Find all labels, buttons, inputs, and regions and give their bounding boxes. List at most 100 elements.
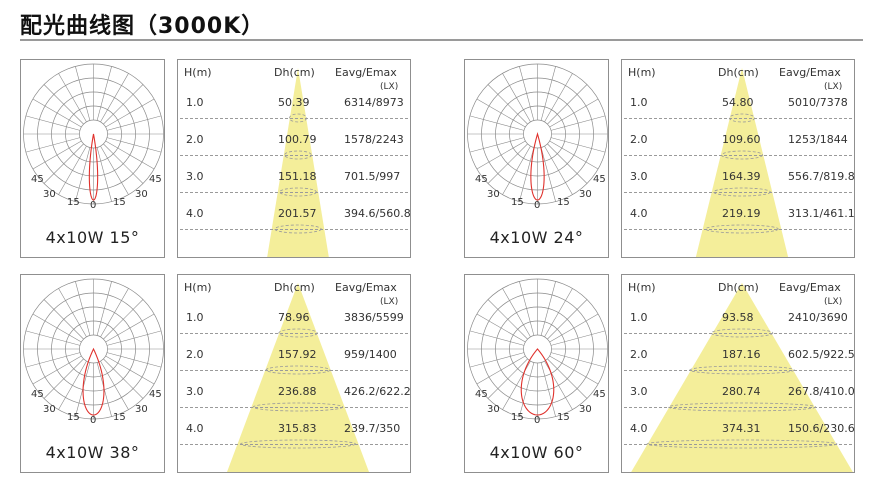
header-height: H(m) — [628, 281, 656, 294]
polar-tick-label: 15 — [557, 412, 570, 423]
polar-grid-spoke — [106, 137, 162, 153]
row-diameter: 157.92 — [278, 348, 317, 361]
polar-grid-spoke — [25, 137, 81, 153]
polar-tick-label: 15 — [113, 412, 126, 423]
row-diameter: 109.60 — [722, 133, 761, 146]
polar-tick-label: 45 — [149, 174, 162, 185]
polar-grid-spoke — [519, 147, 535, 202]
polar-tick-label: 30 — [579, 404, 592, 415]
row-illuminance: 701.5/997 — [344, 170, 401, 183]
polar-grid-spoke — [469, 115, 525, 131]
header-unit: (LX) — [824, 82, 843, 92]
row-illuminance: 602.5/922.5 — [788, 348, 855, 361]
polar-grid-spoke — [487, 84, 528, 125]
polar-grid-spoke — [547, 358, 588, 399]
illuminance-table-panel: H(m) Dh(cm) Eavg/Emax (LX) 1.0 50.39 6314/8973… — [177, 59, 411, 258]
row-diameter: 219.19 — [722, 207, 761, 220]
polar-tick-label: 30 — [43, 404, 56, 415]
polar-grid-spoke — [502, 288, 531, 338]
polar-grid-spoke — [43, 143, 84, 184]
row-separator — [624, 192, 852, 193]
fixture-label: 4x10W 38° — [45, 443, 140, 462]
polar-tick-label: 15 — [67, 412, 80, 423]
row-separator — [624, 333, 852, 334]
intensity-curve — [82, 347, 105, 416]
header-diameter: Dh(cm) — [274, 281, 315, 294]
polar-tick-label: 0 — [534, 415, 541, 426]
row-illuminance: 1578/2243 — [344, 133, 404, 146]
polar-grid-spoke — [550, 330, 606, 346]
polar-grid-spoke — [519, 281, 535, 336]
polar-diagram-svg — [23, 278, 164, 420]
row-diameter: 201.57 — [278, 207, 317, 220]
header-unit: (LX) — [380, 82, 399, 92]
intensity-curve — [88, 133, 99, 201]
polar-grid-spoke — [100, 73, 129, 123]
polar-tick-label: 0 — [90, 415, 97, 426]
polar-diagram-svg — [467, 278, 608, 420]
polar-tick-label: 45 — [31, 174, 44, 185]
fixture-label: 4x10W 60° — [489, 443, 584, 462]
polar-grid-spoke — [96, 281, 112, 336]
polar-grid-spoke — [106, 330, 162, 346]
polar-grid-spoke — [469, 330, 525, 346]
polar-grid-spoke — [549, 355, 599, 385]
row-diameter: 151.18 — [278, 170, 317, 183]
row-height: 2.0 — [630, 133, 648, 146]
title-divider — [20, 39, 863, 41]
polar-diagram-svg — [467, 63, 608, 205]
row-diameter: 93.58 — [722, 311, 754, 324]
polar-grid-spoke — [106, 352, 162, 368]
row-diameter: 374.31 — [722, 422, 761, 435]
row-separator — [624, 229, 852, 230]
polar-grid-spoke — [105, 355, 155, 385]
polar-grid-spoke — [96, 66, 112, 121]
polar-tick-label: 30 — [579, 189, 592, 200]
polar-tick-label: 0 — [534, 200, 541, 211]
polar-grid-spoke — [58, 360, 87, 410]
polar-grid-spoke — [549, 140, 599, 170]
row-separator — [180, 118, 408, 119]
row-separator — [180, 407, 408, 408]
row-height: 3.0 — [186, 170, 204, 183]
polar-grid-spoke — [75, 66, 91, 121]
polar-grid-spoke — [487, 299, 528, 340]
row-height: 4.0 — [630, 207, 648, 220]
polar-grid-spoke — [32, 98, 82, 128]
header-diameter: Dh(cm) — [274, 66, 315, 79]
polar-grid-spoke — [476, 355, 526, 385]
polar-tick-label: 45 — [475, 174, 488, 185]
polar-grid-spoke — [32, 313, 82, 343]
header-height: H(m) — [628, 66, 656, 79]
polar-grid-spoke — [487, 143, 528, 184]
row-diameter: 315.83 — [278, 422, 317, 435]
polar-grid-spoke — [487, 358, 528, 399]
row-diameter: 164.39 — [722, 170, 761, 183]
row-height: 3.0 — [630, 385, 648, 398]
row-diameter: 50.39 — [278, 96, 310, 109]
polar-tick-label: 15 — [67, 197, 80, 208]
polar-grid-spoke — [476, 313, 526, 343]
row-separator — [180, 333, 408, 334]
row-illuminance: 239.7/350 — [344, 422, 401, 435]
polar-grid-spoke — [75, 281, 91, 336]
polar-grid-spoke — [544, 360, 573, 410]
polar-grid-spoke — [502, 360, 531, 410]
row-illuminance: 426.2/622.2 — [344, 385, 411, 398]
row-illuminance: 150.6/230.6 — [788, 422, 855, 435]
row-illuminance: 6314/8973 — [344, 96, 404, 109]
row-diameter: 236.88 — [278, 385, 317, 398]
polar-tick-label: 15 — [511, 197, 524, 208]
polar-tick-label: 15 — [511, 412, 524, 423]
polar-diagram-panel: 45 45 30 30 15 15 0 4x10W 60° — [464, 274, 609, 473]
polar-grid-spoke — [43, 358, 84, 399]
row-separator — [180, 155, 408, 156]
polar-grid-spoke — [547, 84, 588, 125]
beam-cone — [631, 283, 853, 472]
row-separator — [624, 370, 852, 371]
polar-grid-spoke — [550, 115, 606, 131]
polar-grid-spoke — [540, 362, 556, 417]
polar-tick-label: 30 — [135, 189, 148, 200]
polar-grid-spoke — [544, 73, 573, 123]
polar-tick-label: 45 — [31, 389, 44, 400]
